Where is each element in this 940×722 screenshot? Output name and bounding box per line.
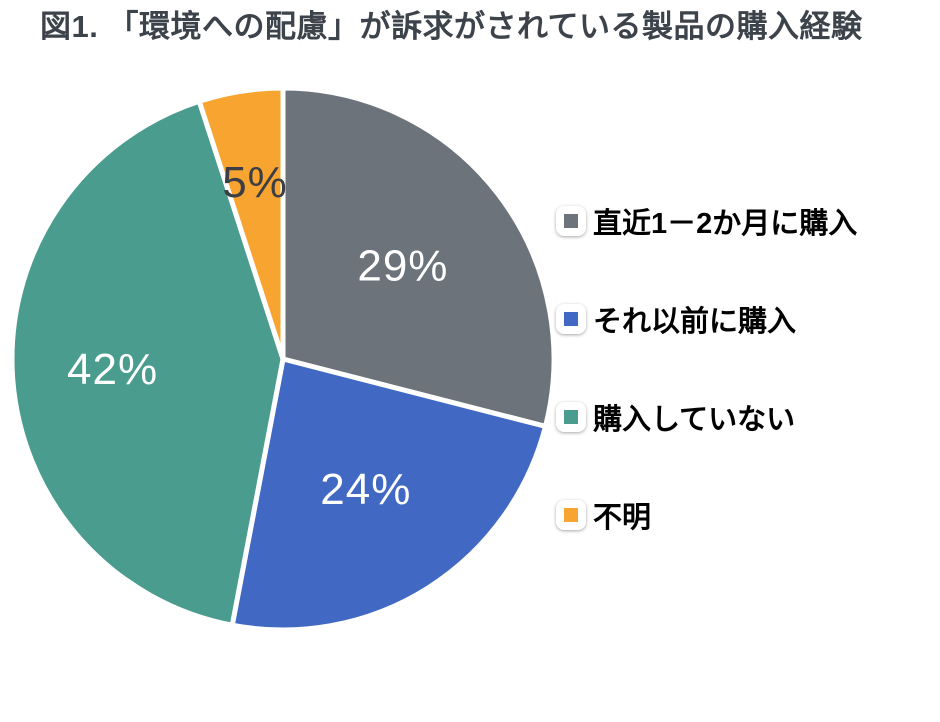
pie-data-label: 5% [222, 158, 288, 207]
chart-legend: 直近1－2か月に購入 それ以前に購入 購入していない 不明 [556, 199, 857, 537]
pie-slice [280, 85, 557, 429]
pie-slice [196, 85, 286, 362]
pie-data-label: 29% [357, 242, 448, 291]
legend-marker-swatch [564, 214, 578, 228]
legend-marker-swatch [564, 410, 578, 424]
pie-slice [229, 356, 548, 633]
legend-marker-swatch [564, 508, 578, 522]
legend-marker-swatch [564, 312, 578, 326]
legend-item: 直近1－2か月に購入 [556, 199, 857, 243]
legend-marker [556, 304, 586, 334]
legend-item: 購入していない [556, 395, 857, 439]
legend-item: 不明 [556, 493, 857, 537]
legend-label: 購入していない [593, 404, 796, 436]
legend-label: 直近1－2か月に購入 [593, 208, 858, 240]
legend-marker [556, 402, 586, 432]
legend-marker [556, 206, 586, 236]
legend-marker [556, 500, 586, 530]
pie-data-label: 24% [320, 465, 411, 514]
pie-slice [9, 98, 286, 628]
pie-data-label: 42% [67, 345, 158, 394]
legend-label: それ以前に購入 [593, 306, 797, 338]
legend-label: 不明 [593, 502, 652, 534]
chart-title: 図1. 「環境への配慮」が訴求がされている製品の購入経験 [40, 9, 863, 44]
legend-item: それ以前に購入 [556, 297, 857, 341]
